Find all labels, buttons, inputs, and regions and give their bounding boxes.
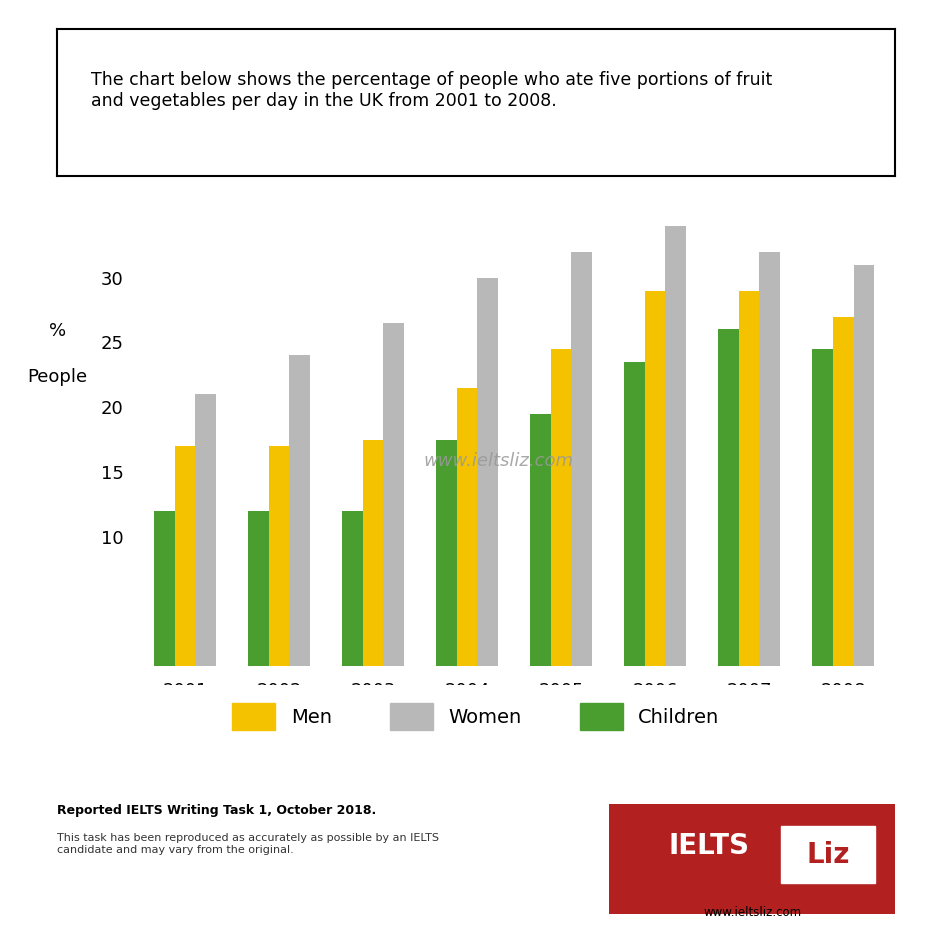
Text: The chart below shows the percentage of people who ate five portions of fruit
an: The chart below shows the percentage of … bbox=[90, 71, 772, 109]
Text: %: % bbox=[49, 322, 66, 340]
Bar bbox=[154, 511, 174, 666]
Bar bbox=[174, 446, 195, 666]
Bar bbox=[248, 511, 268, 666]
Bar bbox=[289, 355, 310, 666]
Bar bbox=[384, 323, 404, 666]
Bar bbox=[665, 226, 686, 666]
Bar bbox=[718, 329, 739, 666]
Bar bbox=[812, 349, 833, 666]
Text: www.ieltsliz.com: www.ieltsliz.com bbox=[703, 905, 802, 919]
Text: Liz: Liz bbox=[806, 841, 849, 869]
Bar bbox=[854, 265, 874, 666]
Bar bbox=[571, 251, 592, 666]
Bar bbox=[551, 349, 571, 666]
Bar bbox=[739, 290, 760, 666]
Bar bbox=[833, 316, 854, 666]
Bar bbox=[457, 387, 477, 666]
Bar bbox=[268, 446, 289, 666]
Bar bbox=[645, 290, 665, 666]
Bar bbox=[436, 440, 457, 666]
Bar bbox=[760, 251, 781, 666]
Legend: Men, Women, Children: Men, Women, Children bbox=[225, 695, 727, 738]
Text: Reported IELTS Writing Task 1, October 2018.: Reported IELTS Writing Task 1, October 2… bbox=[57, 804, 376, 818]
Bar bbox=[363, 440, 384, 666]
Text: People: People bbox=[27, 368, 88, 387]
Text: IELTS: IELTS bbox=[668, 832, 750, 860]
Text: www.ieltsliz.com: www.ieltsliz.com bbox=[424, 452, 574, 470]
FancyBboxPatch shape bbox=[781, 826, 875, 883]
Bar bbox=[477, 278, 498, 666]
Bar bbox=[530, 414, 551, 666]
Bar bbox=[195, 394, 216, 666]
Bar bbox=[342, 511, 363, 666]
Text: This task has been reproduced as accurately as possible by an IELTS
candidate an: This task has been reproduced as accurat… bbox=[57, 833, 439, 855]
Bar bbox=[625, 362, 645, 666]
